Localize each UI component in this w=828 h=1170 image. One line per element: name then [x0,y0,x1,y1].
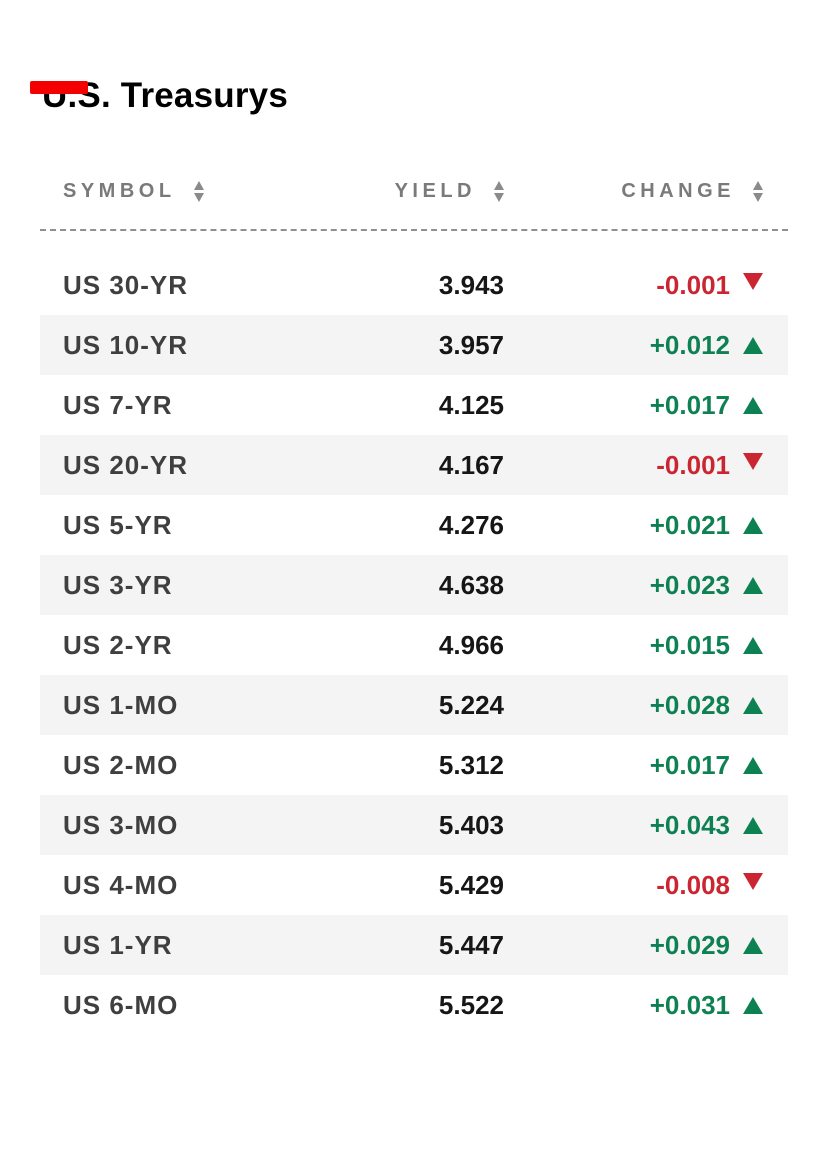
sort-up-icon [753,180,763,190]
sort-icon [193,180,204,202]
table-row[interactable]: US 6-MO 5.522 +0.031 [40,975,788,1035]
arrow-down-icon [743,452,763,470]
table-row[interactable]: US 3-MO 5.403 +0.043 [40,795,788,855]
change-cell: +0.043 [504,810,763,841]
symbol-cell: US 7-YR [63,389,173,420]
yield-cell: 3.943 [438,269,504,300]
red-indicator [30,81,88,94]
table-row[interactable]: US 7-YR 4.125 +0.017 [40,375,788,435]
table-row[interactable]: US 1-MO 5.224 +0.028 [40,675,788,735]
sort-up-icon [193,180,204,190]
arrow-up-icon [743,696,763,714]
change-cell: +0.031 [504,990,763,1021]
table-row[interactable]: US 20-YR 4.167 -0.001 [40,435,788,495]
arrow-down-icon [743,872,763,890]
sort-icon [753,180,763,202]
yield-cell: 5.522 [438,989,504,1020]
arrow-up-icon [743,936,763,954]
change-value: +0.029 [649,929,730,960]
table-row[interactable]: US 2-MO 5.312 +0.017 [40,735,788,795]
change-cell: +0.012 [504,330,763,361]
treasurys-panel: U.S. Treasurys SYMBOL YIELD CHANGE US 30… [0,76,828,1035]
change-value: -0.001 [656,449,730,480]
change-cell: -0.001 [504,450,763,481]
table-row[interactable]: US 2-YR 4.966 +0.015 [40,615,788,675]
treasury-table: US 30-YR 3.943 -0.001 US 10-YR 3.957 +0.012 US… [40,255,788,1035]
symbol-cell: US 6-MO [63,989,179,1020]
table-row[interactable]: US 3-YR 4.638 +0.023 [40,555,788,615]
change-value: +0.015 [649,629,730,660]
yield-cell: 4.966 [438,629,504,660]
change-value: -0.001 [656,269,730,300]
column-header-yield[interactable]: YIELD [254,180,504,203]
column-header-symbol[interactable]: SYMBOL [63,180,254,203]
change-cell: +0.021 [504,510,763,541]
sort-icon [494,180,504,202]
yield-cell: 5.447 [438,929,504,960]
table-row[interactable]: US 5-YR 4.276 +0.021 [40,495,788,555]
arrow-up-icon [743,996,763,1014]
change-value: +0.017 [649,749,730,780]
change-value: +0.031 [649,989,730,1020]
symbol-cell: US 2-MO [63,749,179,780]
yield-cell: 5.429 [438,869,504,900]
symbol-cell: US 1-YR [63,929,173,960]
table-row[interactable]: US 30-YR 3.943 -0.001 [40,255,788,315]
table-header: SYMBOL YIELD CHANGE [40,178,788,204]
arrow-up-icon [743,576,763,594]
arrow-up-icon [743,396,763,414]
symbol-cell: US 1-MO [63,689,179,720]
yield-cell: 3.957 [438,329,504,360]
arrow-up-icon [743,336,763,354]
yield-cell: 4.638 [438,569,504,600]
change-cell: +0.017 [504,750,763,781]
change-value: +0.028 [649,689,730,720]
symbol-cell: US 3-YR [63,569,173,600]
change-cell: -0.001 [504,270,763,301]
change-cell: +0.023 [504,570,763,601]
yield-cell: 4.167 [438,449,504,480]
symbol-cell: US 30-YR [63,269,189,300]
header-divider [40,229,788,231]
arrow-up-icon [743,516,763,534]
change-value: +0.043 [649,809,730,840]
column-header-change[interactable]: CHANGE [504,180,763,203]
change-cell: +0.029 [504,930,763,961]
column-label-symbol: SYMBOL [63,179,176,202]
sort-down-icon [494,192,504,202]
change-value: -0.008 [656,869,730,900]
table-row[interactable]: US 1-YR 5.447 +0.029 [40,915,788,975]
symbol-cell: US 10-YR [63,329,189,360]
table-row[interactable]: US 10-YR 3.957 +0.012 [40,315,788,375]
yield-cell: 5.403 [438,809,504,840]
table-row[interactable]: US 4-MO 5.429 -0.008 [40,855,788,915]
yield-cell: 4.125 [438,389,504,420]
sort-down-icon [753,192,763,202]
yield-cell: 4.276 [438,509,504,540]
column-label-change: CHANGE [621,179,735,202]
change-value: +0.021 [649,509,730,540]
change-value: +0.023 [649,569,730,600]
arrow-up-icon [743,636,763,654]
change-value: +0.012 [649,329,730,360]
page-title: U.S. Treasurys [42,76,288,115]
symbol-cell: US 4-MO [63,869,179,900]
arrow-up-icon [743,816,763,834]
symbol-cell: US 2-YR [63,629,173,660]
symbol-cell: US 5-YR [63,509,173,540]
sort-up-icon [494,180,504,190]
change-cell: +0.028 [504,690,763,721]
yield-cell: 5.224 [438,689,504,720]
change-cell: -0.008 [504,870,763,901]
arrow-down-icon [743,272,763,290]
symbol-cell: US 20-YR [63,449,189,480]
change-cell: +0.015 [504,630,763,661]
column-label-yield: YIELD [394,179,476,202]
arrow-up-icon [743,756,763,774]
sort-down-icon [193,192,204,202]
symbol-cell: US 3-MO [63,809,179,840]
change-value: +0.017 [649,389,730,420]
yield-cell: 5.312 [438,749,504,780]
change-cell: +0.017 [504,390,763,421]
